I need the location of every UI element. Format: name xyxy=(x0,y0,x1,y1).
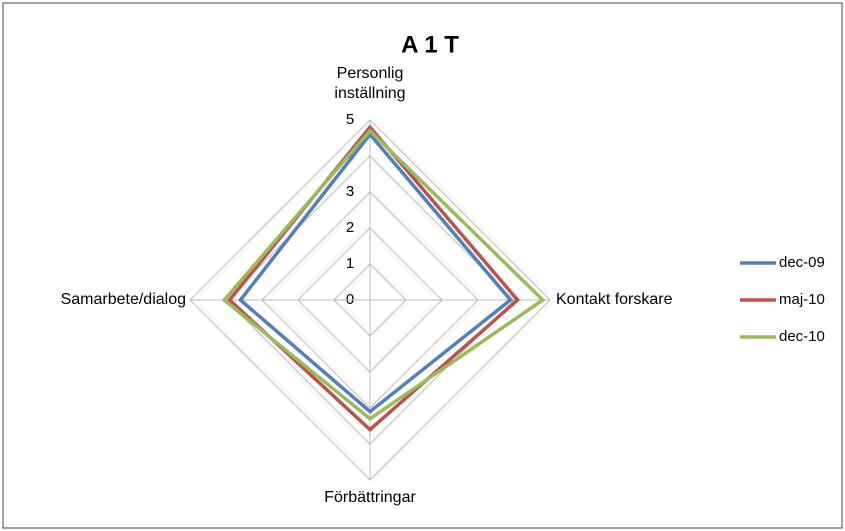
r-tick-label: 2 xyxy=(346,219,354,236)
legend-label: dec-10 xyxy=(779,328,825,345)
r-tick-label: 0 xyxy=(346,291,354,308)
series-line xyxy=(221,128,546,421)
legend-label: maj-10 xyxy=(779,291,825,308)
series-line xyxy=(227,124,521,432)
category-label: Förbättringar xyxy=(324,489,416,506)
r-tick-label: 1 xyxy=(346,255,354,272)
category-label: Samarbete/dialog xyxy=(60,291,186,308)
category-label: Kontakt forskare xyxy=(556,291,673,308)
r-tick-label: 3 xyxy=(346,183,354,200)
chart-title: A 1 T xyxy=(401,31,459,58)
legend-label: dec-09 xyxy=(779,254,825,271)
category-label: Personlig inställning xyxy=(334,65,406,102)
r-tick-label: 5 xyxy=(346,111,354,128)
series-line xyxy=(237,131,513,414)
